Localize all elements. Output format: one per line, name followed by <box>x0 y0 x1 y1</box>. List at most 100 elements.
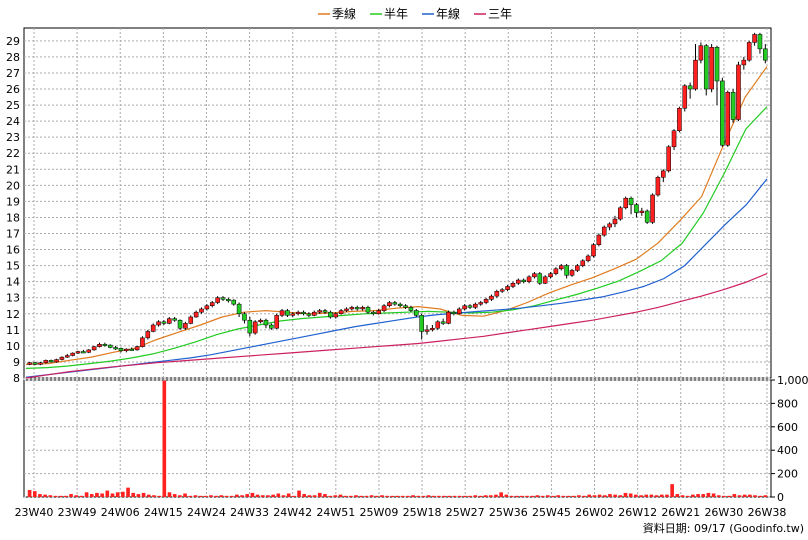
candle-body <box>424 329 430 332</box>
volume-bar <box>691 494 695 497</box>
price-y-tick-label: 9 <box>13 356 20 369</box>
price-y-tick-label: 12 <box>6 308 20 321</box>
candle-body <box>215 297 220 303</box>
volume-bar <box>250 492 255 497</box>
volume-bar <box>535 495 540 497</box>
volume-bar <box>209 495 213 497</box>
volume-bar <box>297 490 301 497</box>
price-y-tick-label: 22 <box>6 147 20 160</box>
volume-bar <box>328 495 332 497</box>
volume-bar <box>468 495 472 497</box>
volume-bar <box>545 495 550 497</box>
candle-body <box>392 302 398 305</box>
volume-panel: 0 200 400 600 800 1,000 <box>23 374 808 504</box>
candle-body <box>269 324 274 329</box>
candle-body <box>360 307 365 310</box>
legend-label: 三年 <box>488 7 512 21</box>
candle-body <box>542 276 548 284</box>
volume-bar <box>509 495 514 497</box>
volume-bar <box>670 484 674 497</box>
candle-body <box>435 321 441 329</box>
x-tick-label: 24W24 <box>187 506 226 519</box>
x-axis: 23W40 23W49 24W06 24W15 24W24 24W33 24W42 24W51… <box>15 506 787 519</box>
candle-body <box>591 244 596 257</box>
candle-body <box>489 295 494 300</box>
volume-bar <box>758 495 763 497</box>
volume-bar <box>571 495 576 497</box>
candle-body <box>118 348 124 351</box>
volume-bar <box>488 495 493 497</box>
volume-bar <box>115 492 120 497</box>
volume-bar <box>494 494 498 497</box>
candle-body <box>91 346 97 351</box>
candle-body <box>725 91 731 146</box>
candle-body <box>75 351 81 354</box>
legend-label: 半年 <box>384 7 408 21</box>
volume-bar <box>235 494 239 497</box>
candle-body <box>569 270 575 276</box>
candle-body <box>263 319 269 326</box>
x-tick-label: 26W12 <box>618 506 657 519</box>
candle-body <box>612 218 618 225</box>
candle-body <box>553 268 559 274</box>
volume-bar <box>354 495 358 497</box>
x-tick-label: 25W36 <box>489 506 528 519</box>
volume-bar <box>95 492 99 497</box>
volume-bar <box>48 495 53 497</box>
chart-legend: 季線 半年 年線 三年 <box>318 6 512 21</box>
x-tick-label: 24W06 <box>101 506 140 519</box>
price-y-tick-label: 16 <box>6 244 20 257</box>
volume-bar <box>64 495 68 497</box>
volume-bar <box>89 494 94 497</box>
candle-body <box>451 311 457 315</box>
volume-bar <box>623 492 628 497</box>
volume-bar <box>680 495 685 497</box>
volume-bar <box>43 494 47 497</box>
candle-body <box>720 80 725 146</box>
volume-bar <box>400 495 405 497</box>
candle-body <box>478 302 484 305</box>
volume-bar <box>499 492 503 497</box>
volume-bar <box>540 495 545 497</box>
candle-body <box>193 311 199 318</box>
data-date-footer: 資料日期: 09/17 (Goodinfo.tw) <box>643 521 804 535</box>
candle-body <box>703 45 709 90</box>
x-tick-label: 26W30 <box>704 506 743 519</box>
volume-bar <box>613 494 617 497</box>
candle-body <box>580 260 586 266</box>
candle-body <box>687 85 693 90</box>
volume-bar <box>203 495 208 497</box>
volume-bar <box>245 494 250 497</box>
price-y-tick-label: 14 <box>6 276 20 289</box>
volume-bar <box>727 495 731 497</box>
volume-bar <box>302 494 307 497</box>
candle-body <box>279 310 285 316</box>
volume-bar <box>437 495 441 497</box>
volume-bar <box>483 495 488 497</box>
candle-body <box>167 318 172 324</box>
candle-body <box>376 310 381 315</box>
legend-label: 季線 <box>332 6 356 21</box>
candle-body <box>446 311 451 324</box>
volume-bar <box>390 495 395 497</box>
candle-body <box>607 223 612 228</box>
candle-body <box>140 337 145 347</box>
volume-bar <box>193 495 198 497</box>
candle-body <box>558 265 564 270</box>
candle-body <box>322 310 328 313</box>
legend-label: 年線 <box>436 6 460 21</box>
volume-bar <box>323 494 327 497</box>
volume-bar <box>121 491 125 497</box>
candle-body <box>693 59 698 90</box>
candle-body <box>97 344 102 347</box>
volume-bar <box>701 494 706 497</box>
volume-bar <box>214 495 218 497</box>
volume-bar <box>577 495 581 497</box>
volume-bar <box>374 495 379 497</box>
volume-bar <box>333 495 338 497</box>
price-y-tick-label: 11 <box>6 324 20 337</box>
candle-body <box>682 85 688 109</box>
candle-body <box>349 307 355 310</box>
candle-body <box>226 299 231 302</box>
volume-bar <box>292 495 296 497</box>
